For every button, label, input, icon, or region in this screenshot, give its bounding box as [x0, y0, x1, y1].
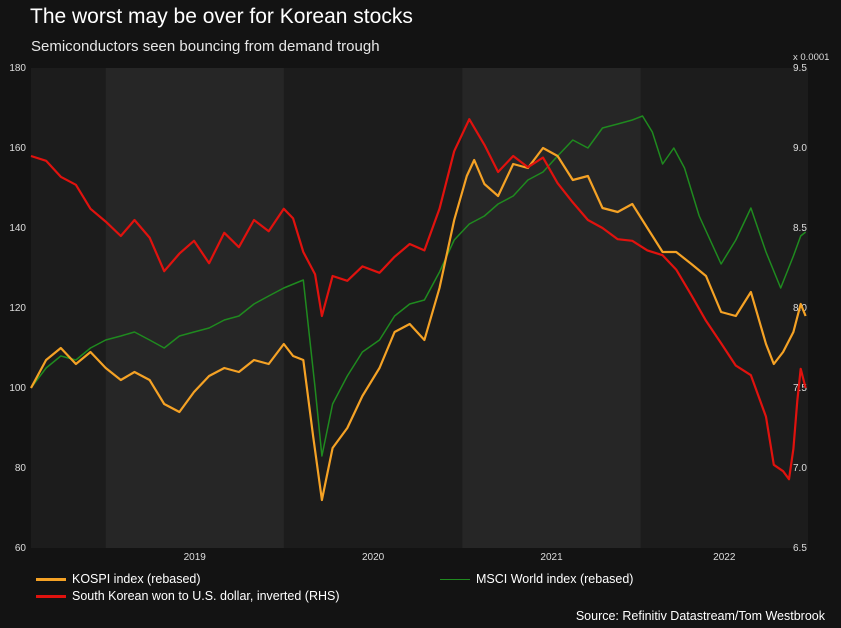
legend-msci: MSCI World index (rebased) — [440, 572, 633, 586]
legend-label-won: South Korean won to U.S. dollar, inverte… — [72, 589, 340, 603]
left-tick-label: 120 — [9, 303, 26, 314]
x-axis: 2019 2020 2021 2022 — [184, 552, 736, 563]
series-lines — [30, 115, 807, 502]
right-tick-label: 9.0 — [793, 143, 807, 154]
shaded-year-bands — [105, 68, 641, 548]
left-tick-label: 60 — [15, 543, 27, 554]
shaded-band-2019 — [105, 68, 284, 548]
left-tick-label: 80 — [15, 463, 27, 474]
right-tick-label: 8.5 — [793, 223, 807, 234]
legend-label-msci: MSCI World index (rebased) — [476, 572, 634, 586]
series-line-kospi — [30, 146, 807, 502]
left-tick-label: 160 — [9, 143, 26, 154]
x-tick-label: 2020 — [362, 552, 385, 563]
left-y-axis: 60 80 100 120 140 160 180 — [9, 63, 26, 554]
left-tick-label: 140 — [9, 223, 26, 234]
shaded-band-2021 — [462, 68, 641, 548]
legend-label-kospi: KOSPI index (rebased) — [72, 572, 201, 586]
legend-swatch-won — [36, 594, 66, 598]
series-line-msci — [30, 115, 807, 457]
right-tick-label: 7.5 — [793, 383, 807, 394]
left-tick-label: 180 — [9, 63, 26, 74]
left-tick-label: 100 — [9, 383, 26, 394]
x-tick-label: 2019 — [184, 552, 207, 563]
series-line-won — [30, 118, 807, 481]
legend-won: South Korean won to U.S. dollar, inverte… — [36, 589, 340, 603]
source-note: Source: Refinitiv Datastream/Tom Westbro… — [575, 609, 825, 623]
chart-title: The worst may be over for Korean stocks — [30, 5, 413, 28]
legend-kospi: KOSPI index (rebased) — [36, 572, 201, 586]
legend-swatch-kospi — [36, 577, 66, 581]
right-tick-label: 9.5 — [793, 63, 807, 74]
x-tick-label: 2021 — [540, 552, 563, 563]
right-tick-label: 7.0 — [793, 463, 807, 474]
x-tick-label: 2022 — [713, 552, 736, 563]
legend-swatch-msci — [440, 578, 470, 580]
right-tick-label: 6.5 — [793, 543, 807, 554]
right-axis-unit-label: x 0.0001 — [793, 52, 829, 63]
chart-subtitle: Semiconductors seen bouncing from demand… — [31, 38, 380, 55]
